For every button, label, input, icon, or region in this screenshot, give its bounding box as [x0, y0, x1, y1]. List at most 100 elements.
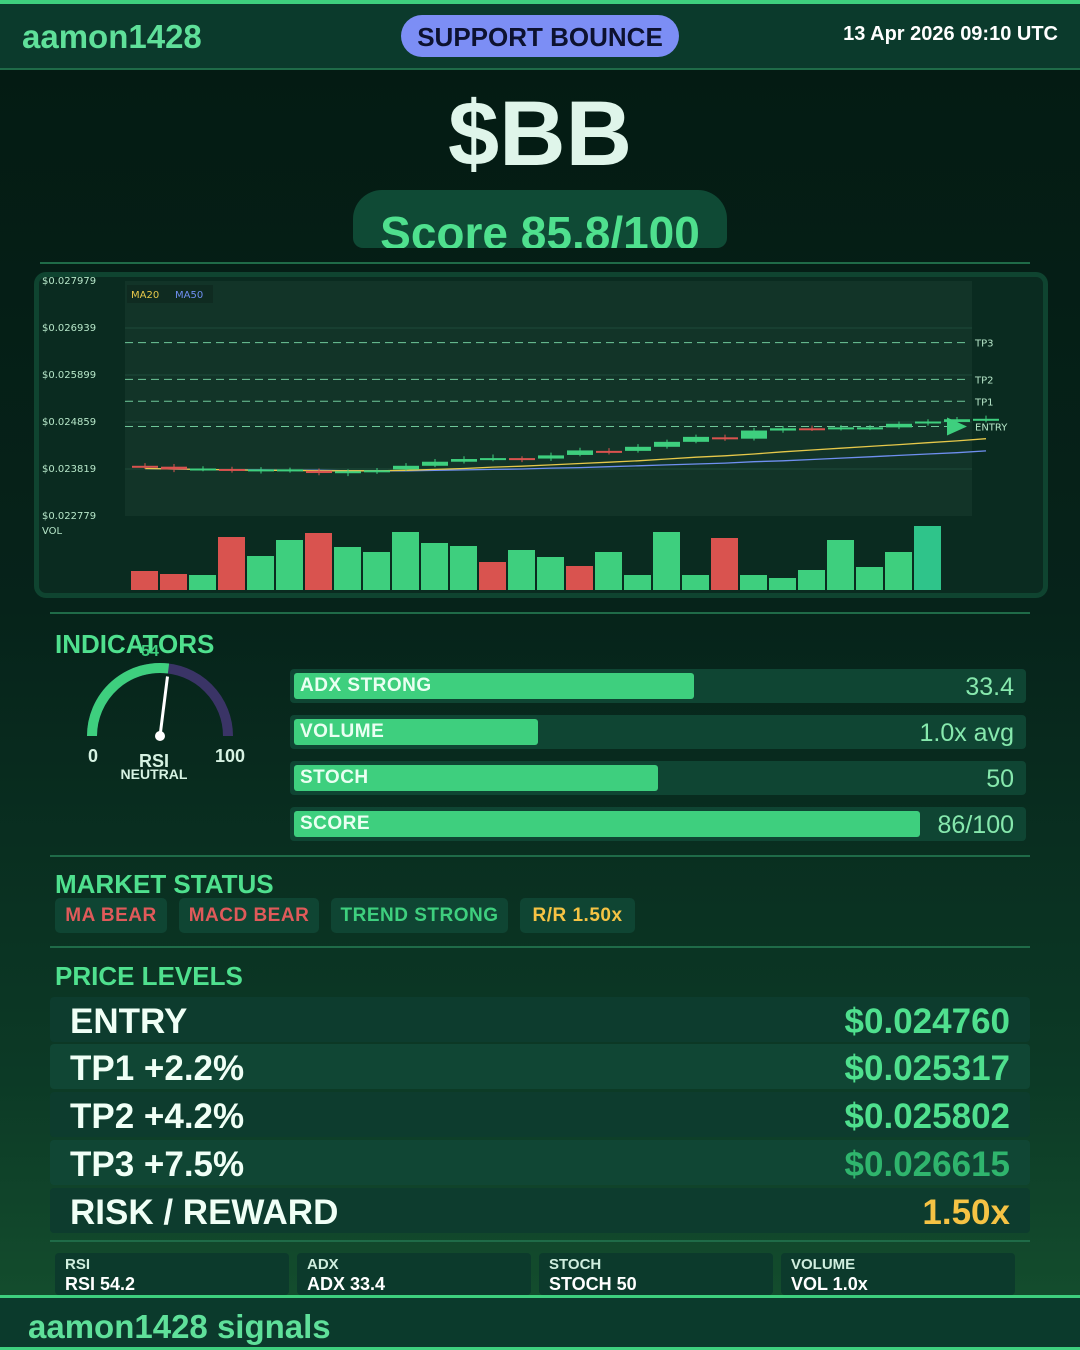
candle-body — [654, 441, 680, 447]
stat-adx: ADX ADX 33.4 — [297, 1253, 531, 1295]
candle-body — [944, 419, 970, 422]
bar-value: 1.0x avg — [919, 719, 1014, 747]
level-label-tp2: TP2 — [974, 375, 994, 386]
volume-bar — [856, 567, 883, 590]
gauge-fill — [87, 662, 170, 737]
indicator-bar-score: SCORE 86/100 — [290, 807, 1026, 841]
candle-body — [538, 455, 564, 459]
bar-value: 33.4 — [965, 673, 1014, 701]
y-tick-label: $0.024859 — [42, 417, 96, 428]
divider — [50, 855, 1030, 857]
volume-bar — [218, 537, 245, 590]
stat-title: ADX — [307, 1256, 339, 1273]
bar-label: ADX STRONG — [300, 675, 432, 696]
volume-bar — [363, 552, 390, 590]
volume-bar — [421, 543, 448, 590]
price-row-entry: ENTRY $0.024760 — [50, 997, 1030, 1042]
divider — [50, 612, 1030, 614]
score-text: Score 85.8/100 — [380, 207, 700, 248]
price-row-tp2: TP2 +4.2% $0.025802 — [50, 1092, 1030, 1137]
volume-bar — [711, 538, 738, 590]
price-row-label: TP2 +4.2% — [70, 1097, 245, 1136]
bar-fill — [294, 811, 921, 837]
market-status-title: MARKET STATUS — [55, 869, 274, 899]
stat-stoch: STOCH STOCH 50 — [539, 1253, 773, 1295]
volume-bar — [740, 575, 767, 590]
indicator-bar-stoch: STOCH 50 — [290, 761, 1026, 795]
stat-value: ADX 33.4 — [307, 1274, 386, 1294]
volume-bar — [189, 575, 216, 590]
candle-body — [770, 428, 796, 431]
y-tick-label: $0.022779 — [42, 511, 96, 522]
volume-bar — [334, 547, 361, 590]
bar-value: 86/100 — [937, 811, 1014, 839]
y-tick-label: $0.026939 — [42, 323, 96, 334]
gauge-max-label: 100 — [215, 746, 245, 766]
stat-title: VOLUME — [791, 1256, 856, 1273]
candle-body — [915, 421, 941, 424]
price-row-rr: RISK / REWARD 1.50x — [50, 1188, 1030, 1233]
candle-body — [509, 458, 535, 461]
price-row-tp1: TP1 +2.2% $0.025317 — [50, 1044, 1030, 1089]
price-row-value: $0.026615 — [844, 1145, 1010, 1184]
bar-value: 50 — [986, 765, 1014, 793]
status-tag-rr: R/R 1.50x — [520, 898, 635, 933]
volume-bar — [247, 556, 274, 590]
legend-box — [127, 285, 213, 303]
divider — [50, 946, 1030, 948]
volume-bar — [131, 571, 158, 590]
candle-body — [248, 469, 274, 472]
candle-body — [306, 470, 332, 474]
price-row-value: $0.025802 — [844, 1097, 1010, 1136]
gauge-needle — [158, 676, 169, 737]
volume-bar — [653, 532, 680, 590]
volume-label: VOL — [42, 526, 63, 537]
candle-body — [712, 437, 738, 440]
price-row-label: RISK / REWARD — [70, 1193, 339, 1232]
volume-bar — [537, 557, 564, 590]
brand-name: aamon1428 — [22, 18, 202, 55]
rsi-state: NEUTRAL — [121, 766, 188, 782]
candle-body — [190, 468, 216, 471]
status-tag-macd: MACD BEAR — [179, 898, 319, 933]
legend-ma20: MA20 — [131, 290, 159, 301]
level-label-tp1: TP1 — [974, 397, 994, 408]
price-row-value: $0.024760 — [844, 1002, 1010, 1041]
candle-body — [422, 461, 448, 466]
footer-brand: aamon1428 signals — [28, 1308, 331, 1345]
stat-value: STOCH 50 — [549, 1274, 637, 1294]
price-row-value: $0.025317 — [844, 1049, 1010, 1088]
top-accent-line — [0, 0, 1080, 4]
bar-label: SCORE — [300, 813, 371, 834]
candle-body — [451, 459, 477, 462]
candle-body — [364, 470, 390, 473]
rsi-value: 54 — [141, 643, 159, 660]
signal-badge: SUPPORT BOUNCE — [401, 15, 679, 57]
stat-volume: VOLUME VOL 1.0x — [781, 1253, 1015, 1295]
indicator-bar-adx: ADX STRONG 33.4 — [290, 669, 1026, 703]
price-row-value: 1.50x — [922, 1193, 1010, 1232]
candle-body — [683, 436, 709, 442]
candle-body — [219, 468, 245, 471]
volume-bar — [276, 540, 303, 590]
gauge-min-label: 0 — [88, 746, 98, 766]
volume-bar — [914, 526, 941, 590]
candle-body — [625, 446, 651, 451]
divider — [50, 1240, 1030, 1242]
volume-bar — [508, 550, 535, 590]
volume-bar — [885, 552, 912, 590]
level-label-tp3: TP3 — [974, 339, 994, 350]
indicator-bar-volume: VOLUME 1.0x avg — [290, 715, 1026, 749]
volume-bar — [595, 552, 622, 590]
price-row-label: TP3 +7.5% — [70, 1145, 245, 1184]
volume-bar — [827, 540, 854, 590]
bar-label: VOLUME — [300, 721, 385, 742]
stat-title: STOCH — [549, 1256, 602, 1273]
price-chart: $0.027979 $0.026939 $0.025899 $0.024859 $0.0… — [34, 272, 1048, 598]
status-tag-trend: TREND STRONG — [331, 898, 508, 933]
stat-title: RSI — [65, 1256, 91, 1273]
price-row-tp3: TP3 +7.5% $0.026615 — [50, 1140, 1030, 1185]
stat-value: VOL 1.0x — [791, 1274, 868, 1294]
indicators-title: INDICATORS — [55, 629, 215, 659]
gauge-label: RSI — [139, 751, 169, 771]
